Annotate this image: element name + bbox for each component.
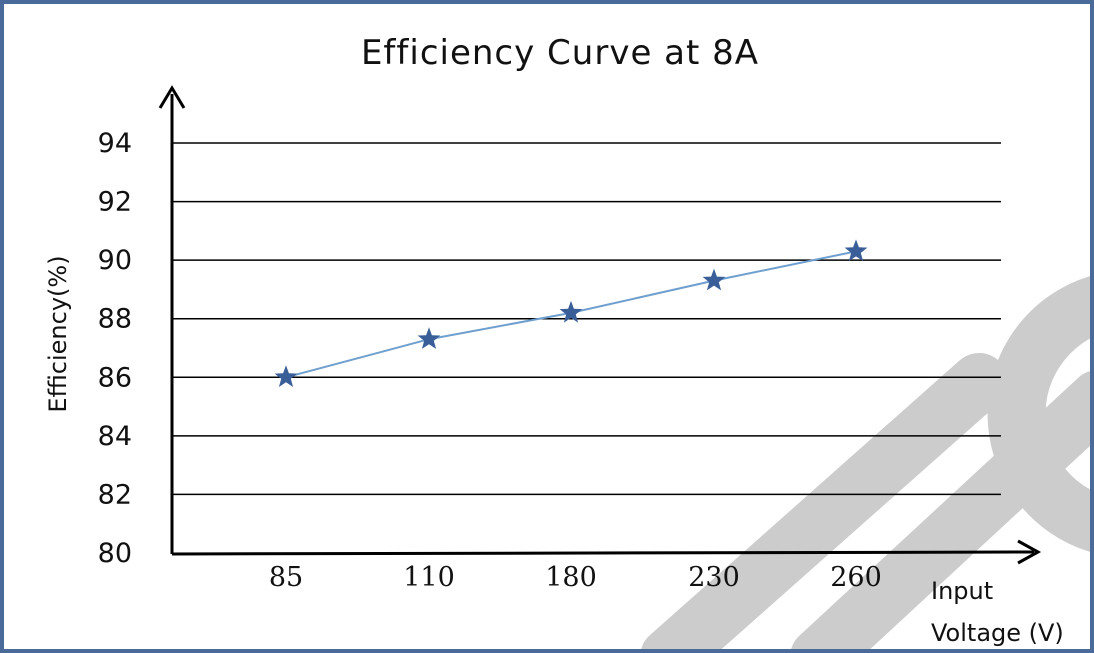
y-tick-label: 84 <box>98 421 132 452</box>
watermark-stroke <box>791 371 1090 649</box>
data-point-star <box>274 365 298 387</box>
efficiency-chart: 80 82 84 86 88 90 92 94 85 110 180 230 260 Efficien… <box>44 33 1090 649</box>
y-tick-label: 80 <box>98 538 132 569</box>
x-tick-label: 260 <box>830 562 882 593</box>
x-axis-arrow <box>1017 539 1042 565</box>
y-tick-label: 82 <box>98 479 132 510</box>
x-tick-labels: 85 110 180 230 260 <box>269 562 882 593</box>
y-tick-labels: 80 82 84 86 88 90 92 94 <box>98 128 132 569</box>
watermark-stroke <box>987 276 1090 552</box>
x-axis-label-line2: Voltage (V) <box>931 619 1064 647</box>
watermark-stroke <box>641 353 1008 649</box>
data-point-star <box>559 300 583 323</box>
gridlines <box>172 142 1001 496</box>
y-axis-label: Efficiency(%) <box>44 255 72 412</box>
y-axis-arrow <box>158 85 186 109</box>
x-tick-label: 230 <box>688 562 740 593</box>
x-tick-label: 85 <box>269 562 303 593</box>
x-tick-label: 180 <box>545 562 597 593</box>
x-tick-label: 110 <box>403 562 455 593</box>
y-tick-label: 92 <box>98 187 132 218</box>
series-efficiency <box>274 239 868 387</box>
y-tick-label: 94 <box>98 128 132 159</box>
x-axis-label-line1: Input <box>931 577 993 605</box>
y-tick-label: 86 <box>98 362 132 393</box>
watermark <box>641 276 1090 649</box>
x-axis <box>171 550 1035 556</box>
data-point-star <box>844 239 868 262</box>
chart-title: Efficiency Curve at 8A <box>361 33 759 73</box>
y-tick-label: 88 <box>98 304 132 335</box>
y-tick-label: 90 <box>98 245 132 276</box>
data-point-star <box>417 327 441 349</box>
data-point-star <box>702 268 726 291</box>
